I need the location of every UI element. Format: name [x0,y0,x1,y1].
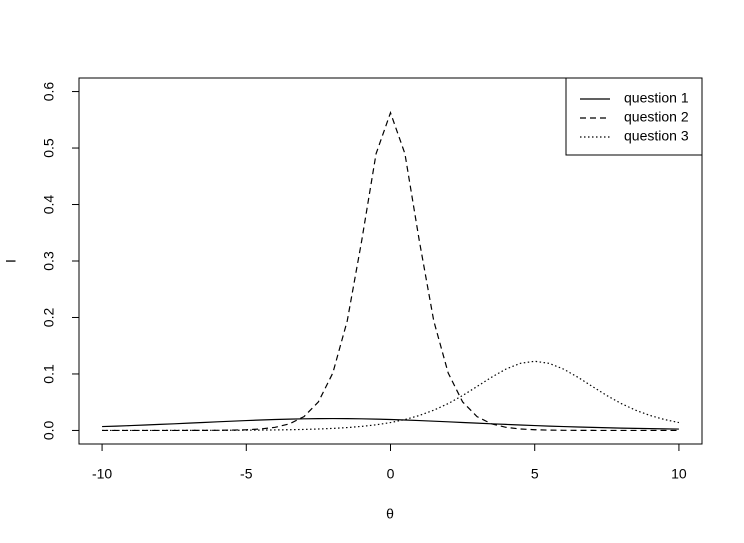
legend-box [565,77,703,156]
legend-label: question 1 [624,90,689,106]
series-line [102,360,680,432]
y-tick-label: 0.2 [41,308,57,328]
x-tick-label: -10 [92,466,112,482]
x-tick-label: -5 [240,466,253,482]
y-tick-label: 0.6 [41,82,57,102]
x-axis-label: θ [386,506,394,522]
x-tick-label: 10 [671,466,687,482]
y-tick-label: 0.0 [41,421,57,441]
legend-label: question 2 [624,109,689,125]
y-tick-label: 0.1 [41,364,57,384]
y-axis-label: I [3,259,19,263]
legend-label: question 3 [624,128,689,144]
y-tick-label: 0.5 [41,138,57,158]
series-line [102,110,679,432]
y-tick-label: 0.3 [41,251,57,271]
series-line [102,417,679,430]
x-tick-label: 5 [531,466,539,482]
y-tick-label: 0.4 [41,195,57,215]
x-tick-label: 0 [387,466,395,482]
